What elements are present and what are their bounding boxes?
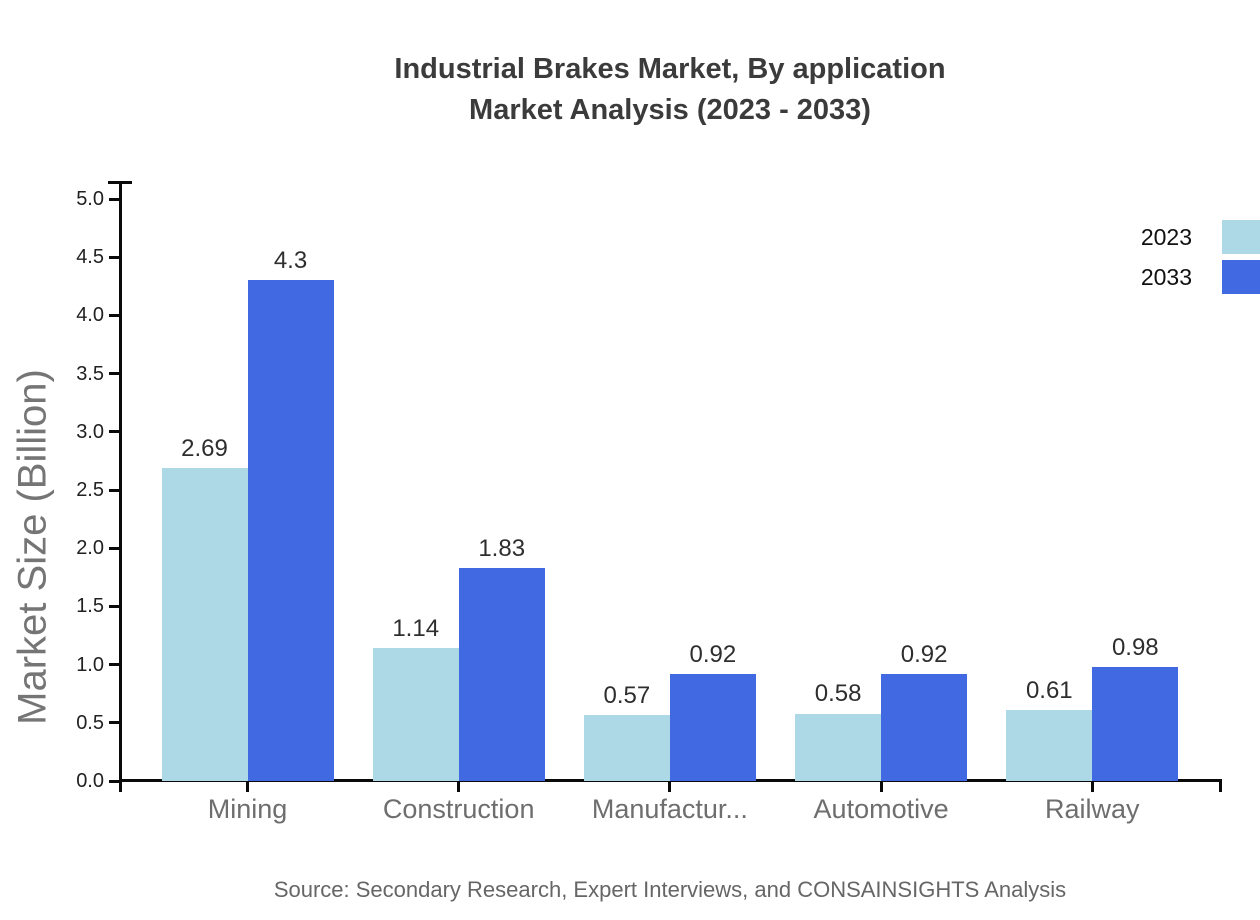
y-axis-tick bbox=[109, 488, 120, 492]
bar-2033 bbox=[881, 673, 968, 781]
legend-label: 2023 bbox=[1140, 223, 1192, 250]
x-axis-tick bbox=[246, 781, 249, 792]
legend-item-2033: 2033 bbox=[1141, 260, 1260, 294]
y-axis-tick bbox=[109, 604, 120, 608]
y-axis-tick bbox=[109, 313, 120, 317]
bar-value-label: 0.98 bbox=[1111, 633, 1159, 661]
y-axis-tick-label: 2.0 bbox=[76, 537, 104, 560]
bar-2023 bbox=[1006, 710, 1093, 781]
y-axis-tick bbox=[109, 721, 120, 725]
bar-value-label: 1.83 bbox=[478, 534, 526, 562]
bar-value-label: 0.92 bbox=[689, 640, 737, 668]
legend-item-2023: 2023 bbox=[1141, 220, 1260, 254]
x-axis-tick bbox=[457, 781, 461, 792]
x-axis-category-label: Mining bbox=[207, 794, 288, 824]
bar-value-label: 0.61 bbox=[1025, 676, 1073, 704]
x-axis-tick bbox=[1090, 781, 1094, 792]
chart-title-line1: Industrial Brakes Market, By application bbox=[394, 53, 946, 85]
y-axis-tick bbox=[109, 546, 120, 550]
x-axis-tick bbox=[668, 781, 672, 792]
legend-swatch bbox=[1222, 260, 1260, 294]
y-axis-line bbox=[119, 182, 122, 792]
x-axis-end-cap bbox=[1219, 781, 1222, 792]
bar-value-label: 2.69 bbox=[181, 434, 228, 462]
x-axis-category-label: Manufactur... bbox=[591, 794, 748, 824]
legend: 2023 2033 bbox=[1141, 220, 1260, 300]
y-axis-tick-label: 5.0 bbox=[76, 188, 104, 210]
y-axis-tick-label: 1.0 bbox=[76, 653, 104, 676]
y-axis-top-cap bbox=[108, 181, 132, 184]
bar-2033 bbox=[458, 568, 545, 781]
y-axis-tick-label: 4.0 bbox=[76, 304, 104, 327]
x-axis-tick bbox=[879, 781, 883, 792]
y-axis-tick bbox=[109, 372, 120, 376]
bar-value-label: 0.92 bbox=[900, 640, 948, 668]
legend-swatch bbox=[1222, 220, 1260, 254]
y-axis-tick-label: 4.5 bbox=[76, 246, 104, 269]
y-axis-tick bbox=[109, 197, 120, 201]
x-axis-category-label: Automotive bbox=[813, 794, 949, 824]
bar-2023 bbox=[795, 713, 882, 781]
y-axis-tick-label: 1.5 bbox=[76, 595, 104, 618]
bar-value-label: 4.3 bbox=[273, 247, 308, 275]
chart-title: Industrial Brakes Market, By application… bbox=[80, 49, 1260, 131]
bar-2023 bbox=[372, 648, 459, 781]
bar-value-label: 0.57 bbox=[603, 681, 651, 709]
chart-title-line2: Market Analysis (2023 - 2033) bbox=[469, 94, 871, 126]
bar-2033 bbox=[669, 673, 756, 781]
bar-2033 bbox=[1092, 666, 1179, 781]
legend-label: 2033 bbox=[1140, 263, 1192, 290]
y-axis-tick-label: 2.5 bbox=[76, 479, 104, 501]
y-axis-tick-label: 3.0 bbox=[76, 420, 104, 443]
y-axis-tick bbox=[109, 430, 120, 434]
bar-2023 bbox=[161, 467, 248, 781]
x-axis-category-label: Construction bbox=[382, 794, 535, 824]
bar-2033 bbox=[247, 280, 334, 781]
y-axis-tick bbox=[109, 255, 120, 259]
y-axis-tick bbox=[109, 779, 120, 783]
source-note: Source: Secondary Research, Expert Inter… bbox=[273, 877, 1067, 902]
y-axis-tick-label: 3.5 bbox=[76, 362, 104, 385]
x-axis-category-label: Railway bbox=[1045, 794, 1140, 824]
bar-2023 bbox=[583, 714, 670, 781]
y-axis-tick-label: 0.5 bbox=[76, 711, 104, 734]
y-axis-tick bbox=[109, 663, 120, 667]
y-axis-tick-label: 0.0 bbox=[76, 770, 104, 792]
bar-value-label: 1.14 bbox=[392, 615, 440, 643]
bar-value-label: 0.58 bbox=[814, 680, 862, 708]
